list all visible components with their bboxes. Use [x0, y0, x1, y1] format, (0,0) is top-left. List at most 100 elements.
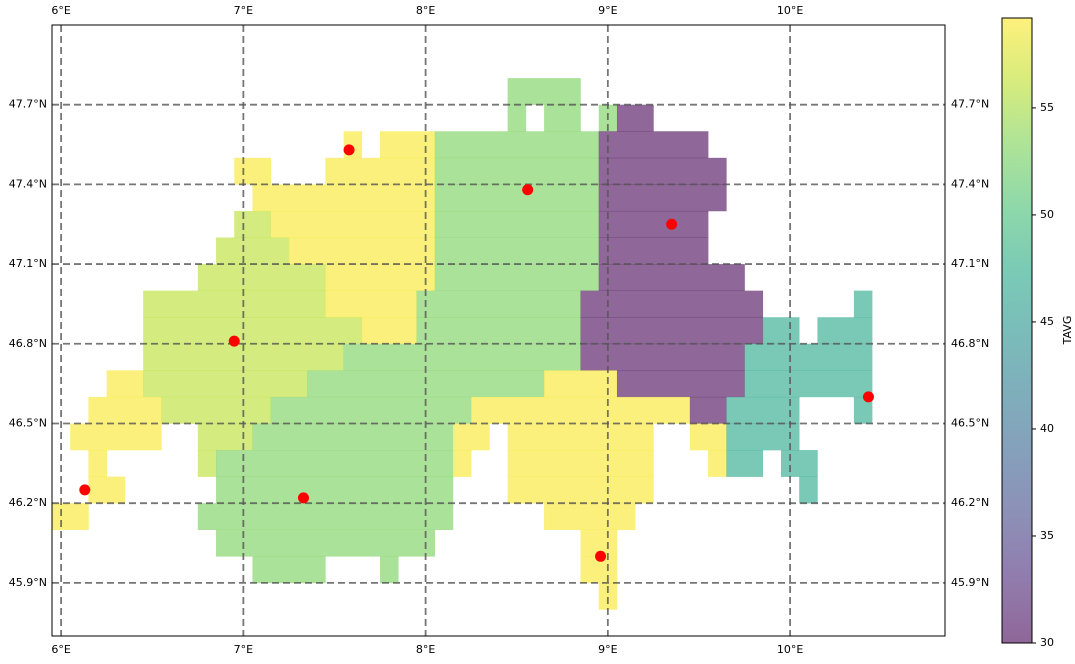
colorbar-frame	[1001, 17, 1033, 644]
x-tick-label-bottom: 9°E	[598, 643, 617, 656]
raster-cell	[744, 343, 873, 371]
raster-cell	[616, 104, 654, 132]
stations	[79, 144, 874, 562]
raster-cell	[88, 396, 162, 424]
raster-cell	[544, 104, 581, 132]
raster-cell	[580, 343, 745, 371]
raster-cell	[197, 423, 253, 451]
raster-cell	[216, 450, 454, 477]
raster-cell	[780, 450, 818, 477]
raster-cell	[744, 370, 873, 398]
raster-cell	[762, 317, 800, 345]
raster-cell	[598, 582, 618, 610]
colorbar	[1002, 18, 1032, 643]
raster-cell	[52, 503, 89, 531]
colorbar-tick-label: 50	[1040, 208, 1054, 221]
raster-cell	[380, 556, 399, 584]
x-tick-label-top: 6°E	[51, 4, 70, 17]
x-tick-label-bottom: 6°E	[51, 643, 70, 656]
raster-cell	[325, 157, 436, 185]
station	[595, 550, 607, 562]
y-tick-label-left: 45.9°N	[9, 576, 47, 589]
raster-cell	[544, 370, 618, 398]
raster-cell	[143, 370, 308, 398]
raster-cell	[161, 396, 271, 424]
raster	[52, 78, 873, 610]
station	[666, 218, 678, 230]
raster-cell	[252, 184, 436, 212]
colorbar-tick-label: 40	[1040, 422, 1054, 435]
station	[297, 492, 309, 504]
raster-cell	[689, 423, 727, 451]
raster-cell	[598, 184, 727, 212]
raster-cell	[88, 476, 126, 504]
x-tick-label-bottom: 8°E	[416, 643, 435, 656]
raster-cell	[197, 264, 326, 291]
raster-cell	[343, 343, 581, 371]
raster-cell	[143, 317, 363, 345]
raster-cell	[544, 503, 636, 531]
raster-cell	[708, 450, 727, 477]
raster-cell	[434, 237, 600, 265]
raster-cell	[270, 210, 436, 238]
x-tick-label-top: 7°E	[234, 4, 253, 17]
raster-cell	[197, 503, 454, 531]
raster-cell	[471, 396, 691, 424]
grid	[52, 25, 945, 636]
raster-cell	[325, 264, 436, 291]
raster-cell	[434, 210, 600, 238]
raster-cell	[434, 131, 600, 159]
colorbar-tick-label: 35	[1040, 529, 1054, 542]
y-tick-label-right: 46.5°N	[951, 416, 989, 429]
colorbar-tick-label: 45	[1040, 315, 1054, 328]
map-frame	[51, 24, 946, 637]
raster-cell	[143, 290, 326, 318]
raster-cell	[252, 423, 454, 451]
y-tick-label-right: 46.2°N	[951, 496, 989, 509]
raster-cell	[507, 476, 654, 504]
raster-cell	[70, 423, 162, 451]
raster-cell	[197, 450, 217, 477]
y-tick-label-right: 47.4°N	[951, 177, 989, 190]
colorbar-tick-label: 30	[1040, 636, 1054, 649]
raster-cell	[234, 157, 271, 185]
y-tick-label-left: 47.4°N	[9, 177, 47, 190]
colorbar-label: TAVG	[1061, 316, 1074, 346]
y-tick-label-left: 46.8°N	[9, 337, 47, 350]
raster-cell	[380, 131, 436, 159]
raster-cell	[434, 264, 600, 291]
y-tick-label-right: 45.9°N	[951, 576, 989, 589]
raster-cell	[598, 157, 727, 185]
y-tick-label-right: 47.1°N	[951, 257, 989, 270]
raster-cell	[416, 290, 581, 318]
y-tick-label-left: 47.1°N	[9, 257, 47, 270]
raster-cell	[216, 476, 454, 504]
raster-cell	[507, 104, 527, 132]
x-tick-label-top: 9°E	[598, 4, 617, 17]
raster-cell	[853, 290, 873, 318]
raster-cell	[234, 210, 271, 238]
raster-cell	[507, 78, 581, 105]
x-tick-label-top: 8°E	[416, 4, 435, 17]
raster-cell	[452, 423, 490, 451]
raster-cell	[598, 131, 709, 159]
raster-cell	[416, 317, 581, 345]
raster-cell	[598, 237, 709, 265]
colorbar-tick-label: 55	[1040, 101, 1054, 114]
raster-cell	[216, 237, 290, 265]
x-tick-label-bottom: 10°E	[777, 643, 803, 656]
raster-cell	[288, 237, 436, 265]
y-tick-label-right: 46.8°N	[951, 337, 989, 350]
raster-cell	[434, 184, 600, 212]
raster-cell	[507, 450, 654, 477]
raster-cell	[216, 529, 436, 557]
raster-cell	[726, 396, 800, 424]
raster-cell	[580, 317, 764, 345]
raster-cell	[726, 450, 764, 477]
x-tick-label-top: 10°E	[777, 4, 803, 17]
raster-cell	[325, 290, 417, 318]
raster-cell	[799, 476, 818, 504]
raster-cell	[598, 210, 709, 238]
